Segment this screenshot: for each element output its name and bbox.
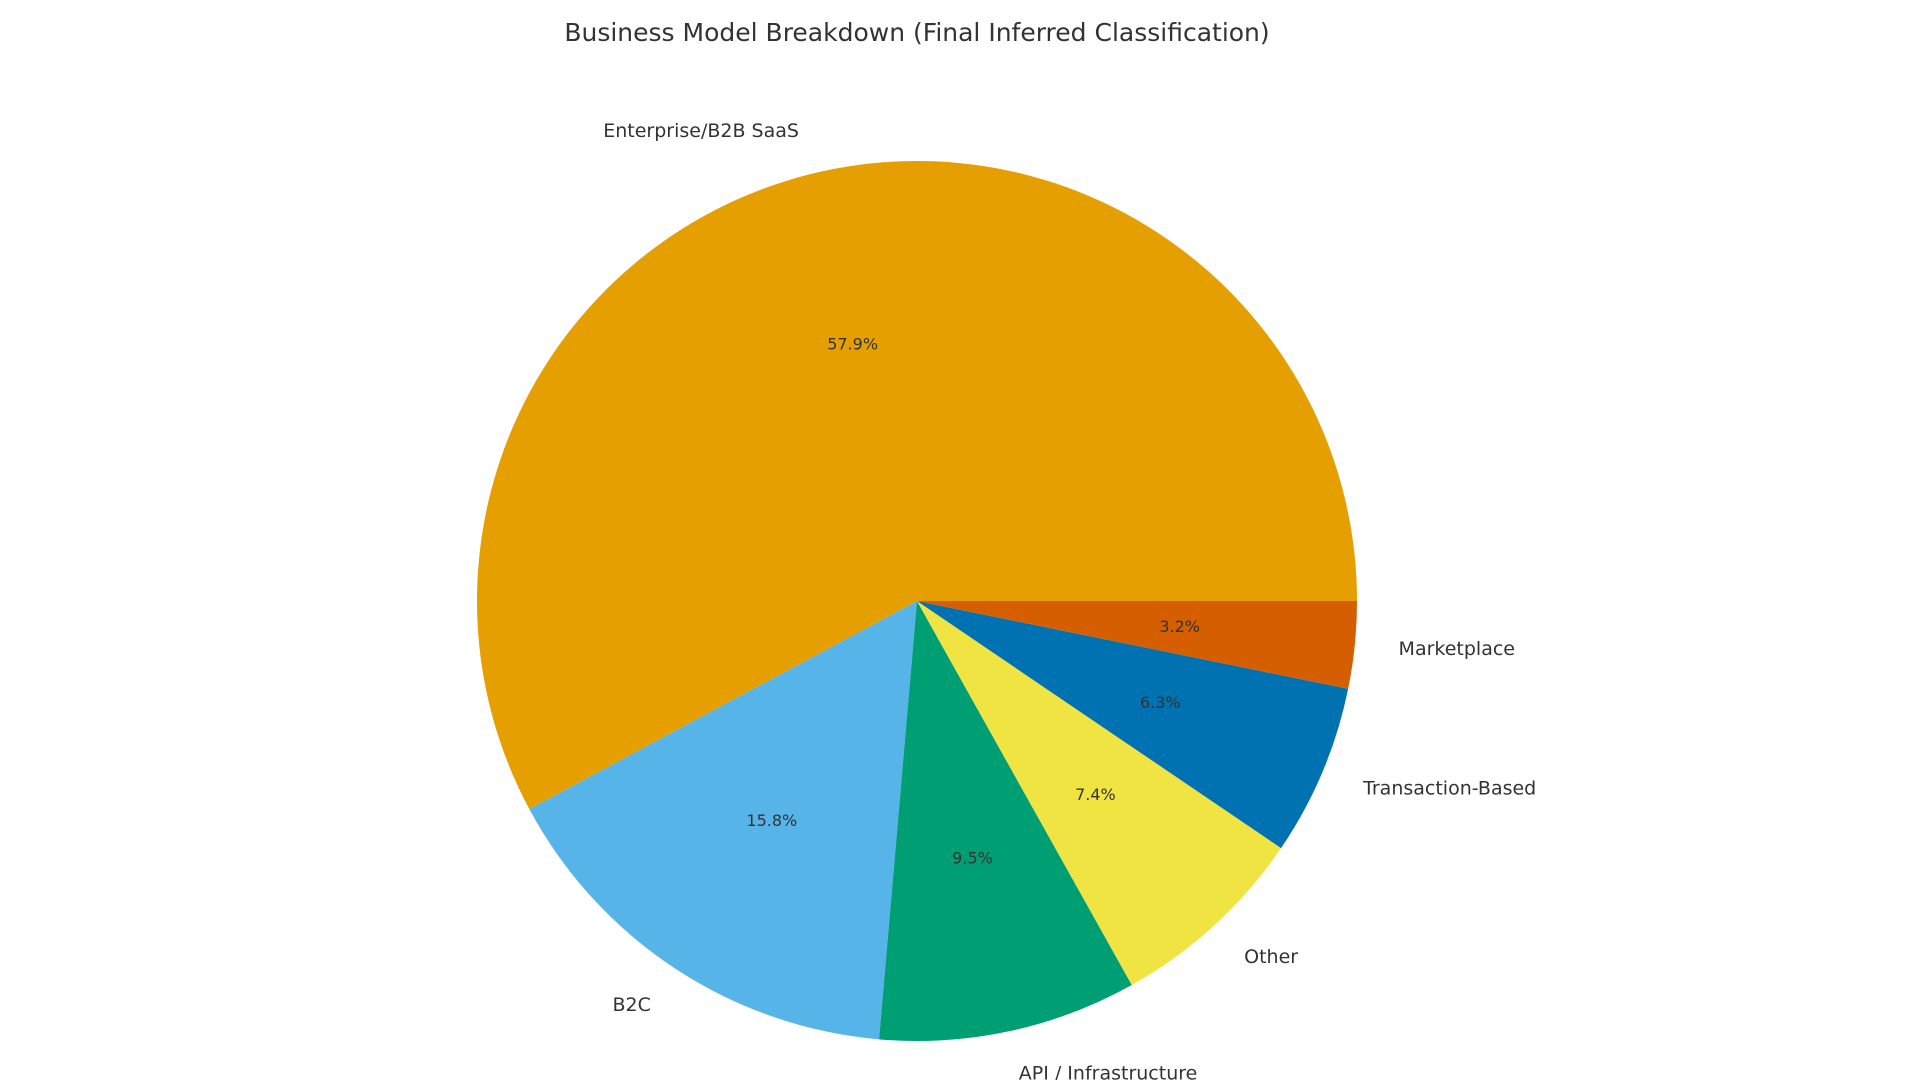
- pie-slice: [917, 601, 1282, 986]
- slice-label: API / Infrastructure: [1019, 1063, 1198, 1080]
- slice-label: B2C: [612, 994, 650, 1016]
- percent-label: 6.3%: [1140, 693, 1181, 712]
- slice-label: Transaction-Based: [1362, 777, 1536, 799]
- percent-label: 15.8%: [746, 811, 797, 830]
- slice-label: Enterprise/B2B SaaS: [603, 120, 799, 142]
- pie-slice: [476, 160, 1357, 810]
- pie-slice: [529, 601, 917, 1040]
- pie-slice: [879, 601, 1132, 1041]
- percent-label: 3.2%: [1159, 617, 1200, 636]
- percent-label: 9.5%: [952, 849, 993, 868]
- chart-title: Business Model Breakdown (Final Inferred…: [564, 18, 1269, 47]
- pie-slice: [917, 601, 1357, 689]
- percent-label: 7.4%: [1075, 785, 1116, 804]
- slice-label: Marketplace: [1399, 638, 1515, 660]
- slice-label: Other: [1244, 946, 1298, 968]
- pie-slice: [917, 601, 1349, 849]
- percent-label: 57.9%: [827, 334, 878, 353]
